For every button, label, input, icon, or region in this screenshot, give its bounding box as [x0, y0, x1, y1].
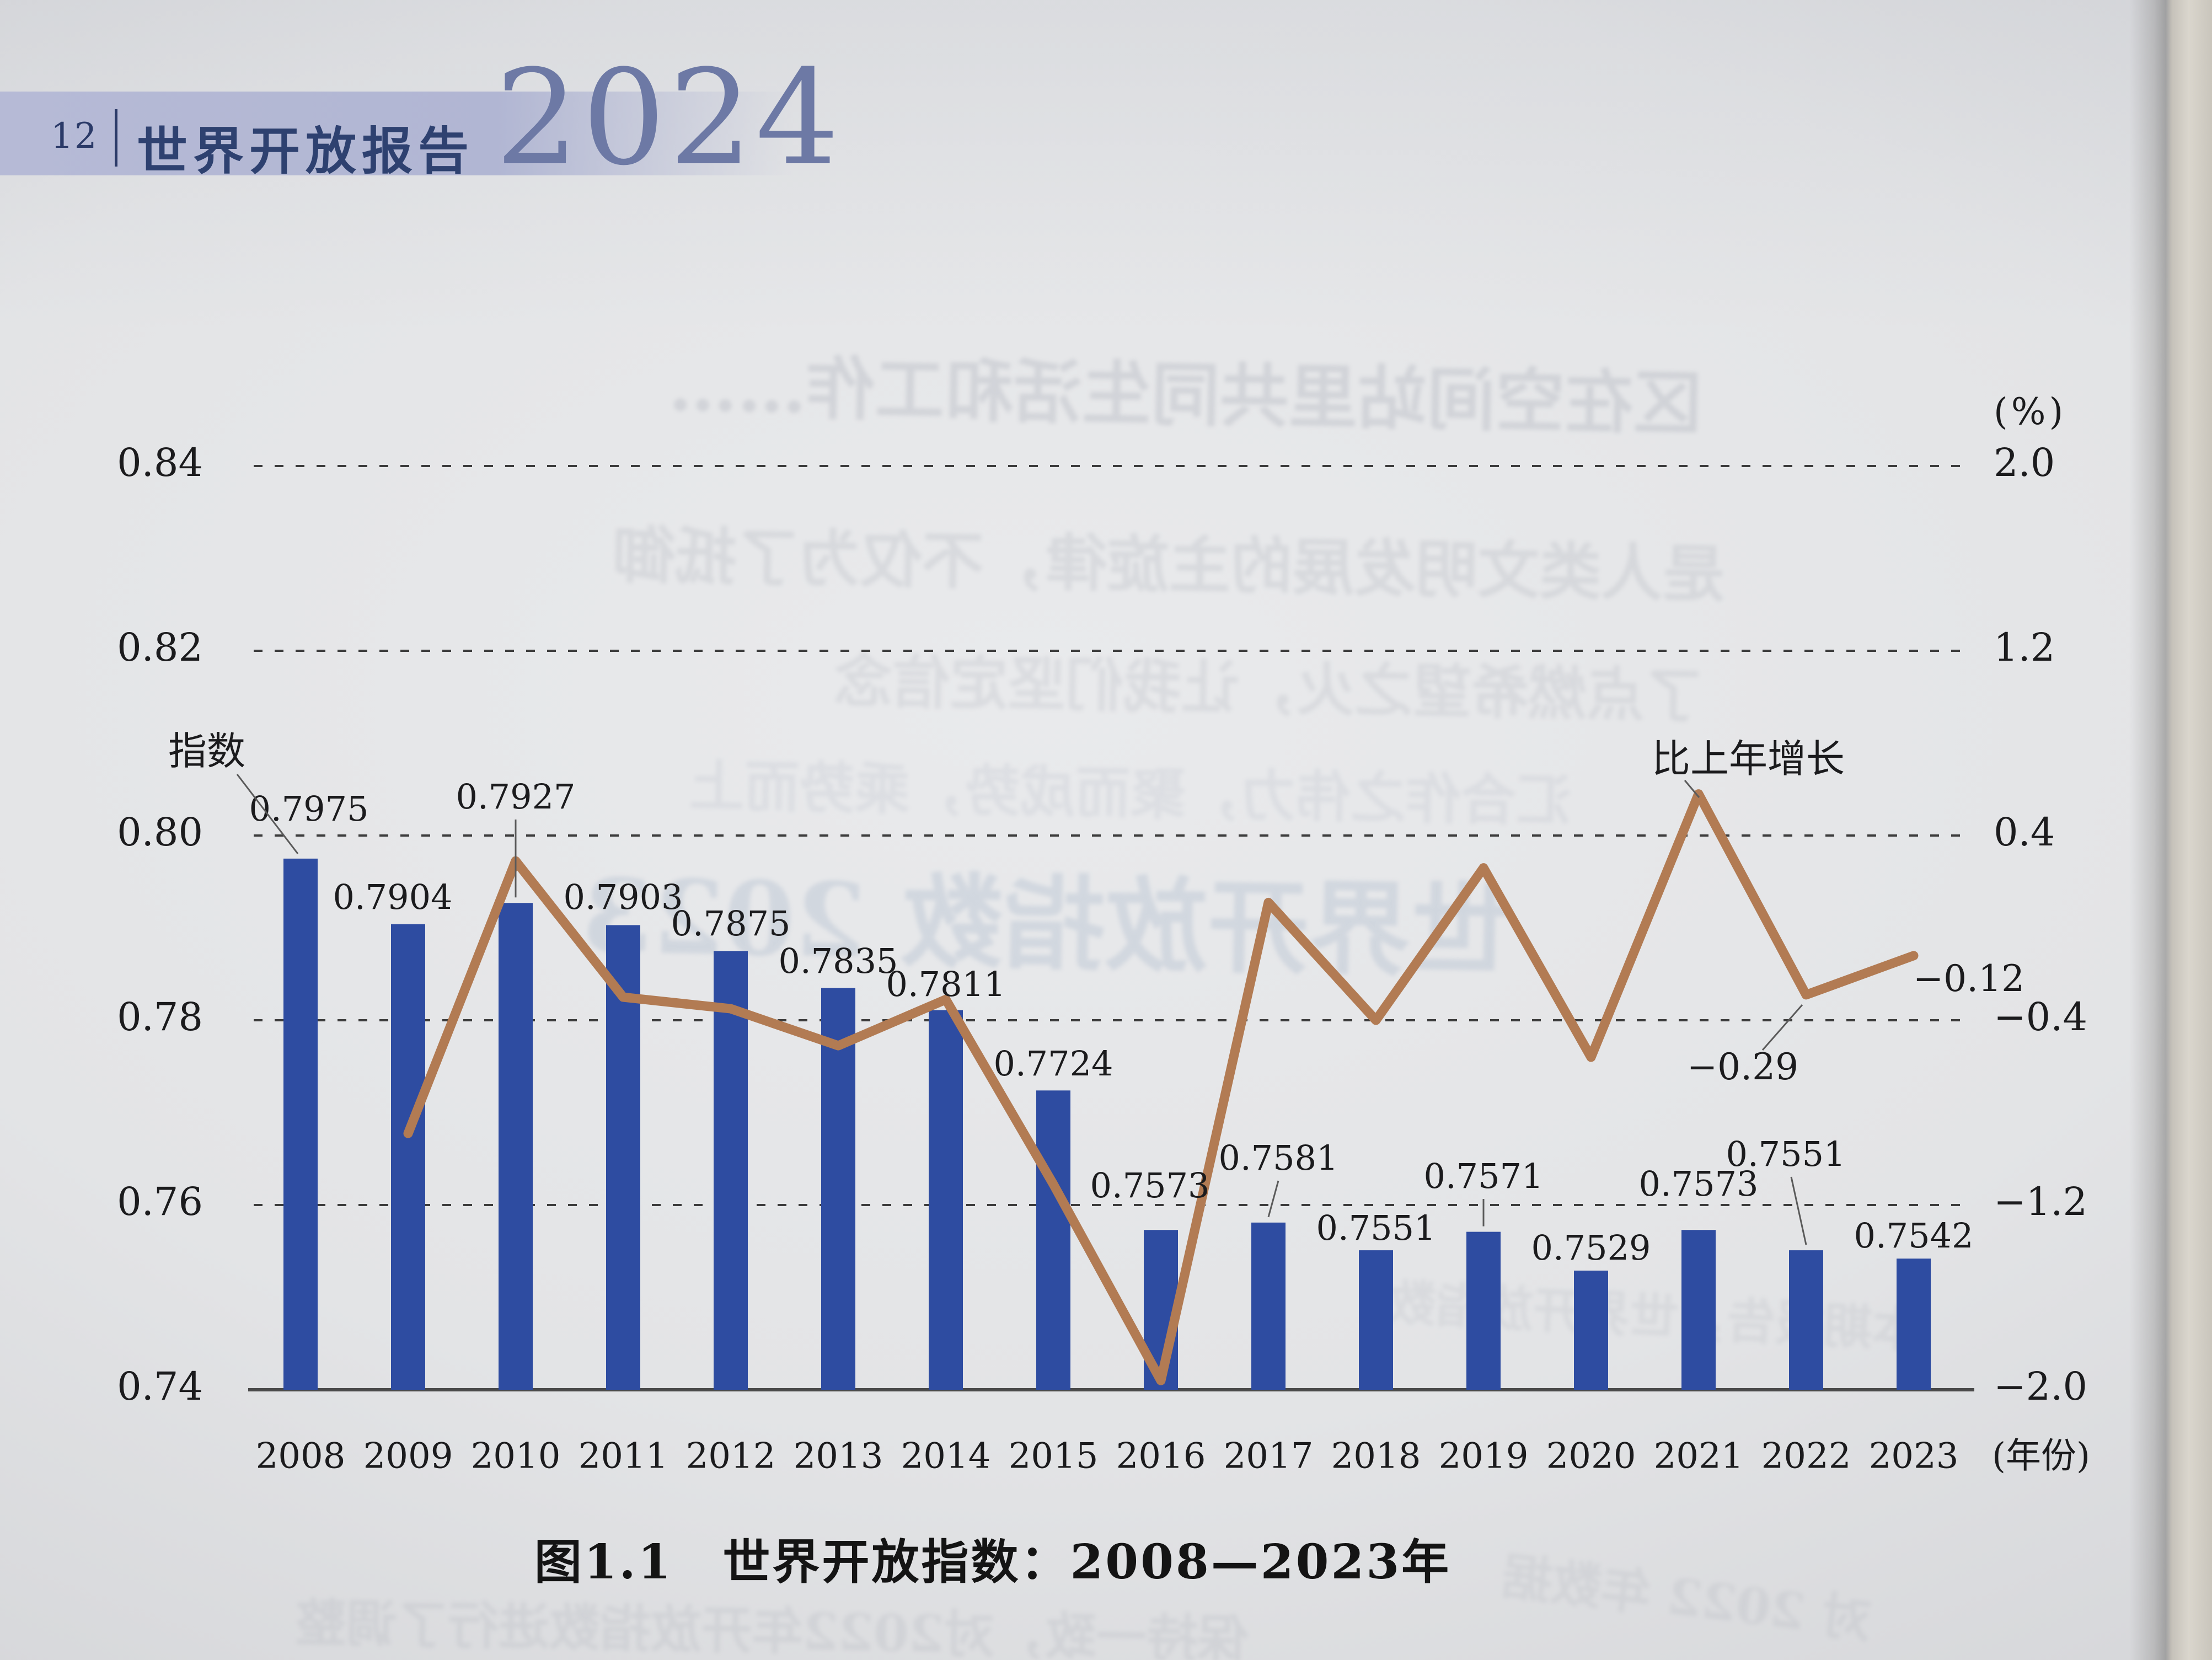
bar-label-2019: 0.7571: [1424, 1156, 1544, 1196]
bar-label-2012: 0.7875: [671, 903, 791, 944]
x-label-2014: 2014: [901, 1436, 991, 1477]
header-divider: [115, 109, 117, 167]
bar-2023: [1897, 1259, 1931, 1390]
bar-label-2023: 0.7542: [1854, 1215, 1974, 1256]
x-label-2010: 2010: [471, 1436, 561, 1477]
leader-bar-label-2017: [1267, 1180, 1279, 1218]
right-tick-−1.2: −1.2: [1994, 1179, 2087, 1224]
x-label-2012: 2012: [686, 1436, 776, 1477]
x-label-2015: 2015: [1009, 1436, 1099, 1477]
bar-2020: [1574, 1270, 1608, 1390]
left-tick-0.78: 0.78: [117, 994, 203, 1040]
page-edge: [2129, 0, 2212, 1660]
bar-2018: [1359, 1250, 1393, 1390]
x-label-2019: 2019: [1439, 1436, 1529, 1477]
bar-2009: [391, 924, 425, 1390]
figure-caption: 图1.1 世界开放指数：2008—2023年: [534, 1534, 1452, 1590]
bar-2010: [499, 903, 533, 1390]
bar-label-2021: 0.7573: [1639, 1164, 1759, 1204]
bar-2013: [821, 988, 855, 1390]
bar-label-2014: 0.7811: [886, 964, 1006, 1004]
growth-annotation-2023: −0.12: [1913, 957, 2024, 1000]
x-label-2021: 2021: [1654, 1436, 1744, 1477]
x-label-2022: 2022: [1761, 1436, 1851, 1477]
leader-series-index: [236, 774, 299, 854]
x-axis-unit-label: (年份): [1992, 1436, 2090, 1477]
bar-label-2020: 0.7529: [1531, 1228, 1651, 1268]
series-label-index: 指数: [168, 729, 245, 774]
growth-line: [403, 789, 1919, 1385]
bar-2021: [1681, 1230, 1716, 1390]
x-label-2011: 2011: [579, 1436, 668, 1477]
bar-2015: [1036, 1090, 1070, 1390]
series-label-growth: 比上年增长: [1652, 736, 1845, 781]
x-label-2009: 2009: [363, 1436, 453, 1477]
bar-label-2009: 0.7904: [333, 877, 453, 917]
right-axis-unit-label: (%): [1994, 390, 2066, 433]
bar-label-2011: 0.7903: [564, 877, 683, 917]
x-label-2016: 2016: [1116, 1436, 1206, 1477]
report-year: 2024: [495, 42, 843, 195]
growth-annotation-2022: −0.29: [1687, 1046, 1798, 1088]
report-title: 世界开放报告: [137, 121, 475, 181]
bar-label-2015: 0.7724: [994, 1043, 1113, 1084]
left-tick-0.80: 0.80: [117, 810, 203, 855]
bar-label-2016: 0.7573: [1090, 1165, 1210, 1206]
bar-2008: [283, 858, 318, 1390]
right-tick-−0.4: −0.4: [1994, 994, 2087, 1040]
bar-2019: [1466, 1231, 1501, 1390]
x-label-2023: 2023: [1869, 1436, 1959, 1477]
right-tick-1.2: 1.2: [1994, 625, 2055, 670]
bar-label-2010: 0.7927: [456, 777, 576, 817]
bar-label-2017: 0.7581: [1219, 1138, 1338, 1178]
x-label-2017: 2017: [1224, 1436, 1314, 1477]
bar-2012: [714, 951, 748, 1390]
bar-2022: [1789, 1250, 1823, 1390]
bar-label-2022: 0.7551: [1726, 1134, 1846, 1174]
right-tick-2.0: 2.0: [1994, 440, 2055, 485]
leader-annotation-2022: [1761, 1004, 1803, 1051]
right-tick-0.4: 0.4: [1994, 810, 2055, 855]
bar-label-2013: 0.7835: [779, 941, 898, 981]
page-number: 12: [51, 116, 98, 157]
x-label-2018: 2018: [1331, 1436, 1421, 1477]
header-band: [0, 92, 827, 175]
leader-bar-label-2022: [1790, 1176, 1807, 1245]
left-tick-0.74: 0.74: [117, 1364, 203, 1409]
bar-label-2008: 0.7975: [249, 789, 369, 829]
right-tick-−2.0: −2.0: [1994, 1364, 2087, 1409]
left-tick-0.76: 0.76: [117, 1179, 203, 1224]
x-label-2008: 2008: [256, 1436, 346, 1477]
left-tick-0.82: 0.82: [117, 625, 203, 670]
bar-label-2018: 0.7551: [1316, 1208, 1436, 1248]
bar-2017: [1251, 1222, 1286, 1390]
left-tick-0.84: 0.84: [117, 440, 203, 485]
x-label-2013: 2013: [794, 1436, 883, 1477]
leader-series-growth: [1684, 780, 1700, 798]
bar-2014: [929, 1010, 963, 1390]
x-label-2020: 2020: [1546, 1436, 1636, 1477]
